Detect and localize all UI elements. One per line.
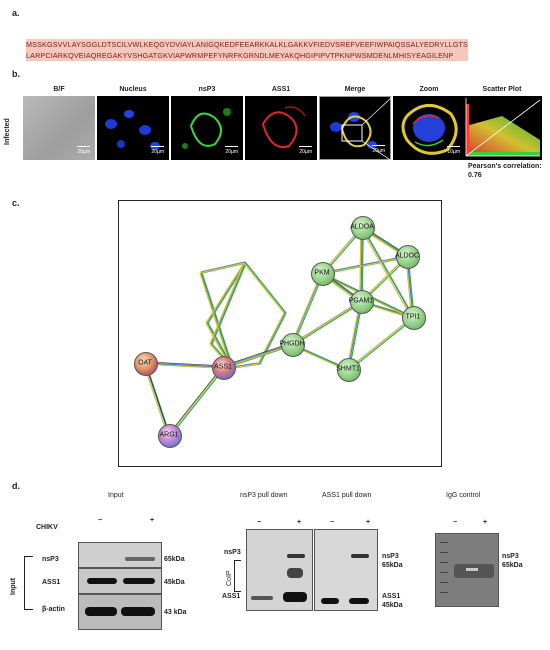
scale-bar-merge: 20µm: [372, 145, 385, 154]
image-merge: 20µm: [319, 96, 392, 161]
image-nucleus: 20µm: [97, 96, 169, 160]
lane-minus-nsp3pd: −: [257, 519, 262, 526]
title-nsp3-pulldown: nsP3 pull down: [240, 492, 288, 499]
ass1pd-label-65: 65kDa: [382, 562, 403, 569]
kda-43-input: 43 kDa: [164, 609, 187, 616]
sequence-line-1: MSSKGSVVLAYSGGLDTSCILVWLKEQGYDVIAYLANIGQ…: [26, 39, 468, 50]
igg-label-nsp3: nsP3: [502, 553, 519, 560]
title-igg-control: IgG control: [446, 492, 481, 499]
scale-bar-nucleus: 20µm: [151, 146, 164, 155]
coip-label-nsp3: nsP3: [224, 549, 241, 556]
coip-label-ass1: ASS1: [222, 593, 241, 600]
lane-plus-input: +: [150, 517, 155, 524]
kda-65-input: 65kDa: [164, 556, 185, 563]
node-tpi1[interactable]: [402, 306, 426, 330]
blot-input-bactin: [78, 594, 162, 630]
blot-ass1-pulldown: [314, 529, 378, 611]
input-bracket: [24, 556, 33, 610]
node-label-tpi1: TPI1: [405, 313, 421, 321]
coip-bracket: [234, 560, 241, 592]
row-label-ass1: ASS1: [42, 579, 61, 586]
blot-nsp3-pulldown: [246, 529, 313, 611]
blot-igg-control: [435, 533, 499, 607]
node-phgdh[interactable]: [281, 333, 305, 357]
node-aldoa[interactable]: [351, 216, 375, 240]
igg-label-65: 65kDa: [502, 562, 523, 569]
col-head-zoom: Zoom: [419, 86, 439, 93]
blot-input-nsp3: [78, 542, 162, 568]
node-label-pgam1: PGAM1: [348, 297, 374, 305]
side-label-input: Input: [10, 577, 17, 595]
node-label-shmt1: SHMT1: [336, 365, 360, 373]
panel-label-a: a.: [12, 8, 20, 18]
scale-bar-bf: 20µm: [77, 146, 90, 155]
image-zoom: 10µm: [393, 96, 465, 160]
node-label-ass1: ASS1: [214, 363, 232, 371]
node-label-arg1: ARG1: [159, 431, 179, 439]
panel-label-c: c.: [12, 198, 20, 208]
ass1pd-label-45: 45kDa: [382, 602, 403, 609]
scale-bar-ass1: 20µm: [299, 146, 312, 155]
pearson-correlation: Pearson's correlation: 0.76: [468, 163, 542, 179]
col-head-merge: Merge: [344, 86, 366, 93]
lane-minus-ass1pd: −: [330, 519, 335, 526]
node-shmt1[interactable]: [337, 358, 361, 382]
image-nsp3: 20µm: [171, 96, 243, 160]
title-ass1-pulldown: ASS1 pull down: [322, 492, 372, 499]
scale-bar-zoom: 10µm: [447, 146, 460, 155]
protein-sequence: MSSKGSVVLAYSGGLDTSCILVWLKEQGYDVIAYLANIGQ…: [26, 39, 468, 61]
kda-45-input: 45kDa: [164, 579, 185, 586]
node-pkm[interactable]: [311, 262, 335, 286]
sequence-line-2: LARPCIARKQVEIAQREGAKYVSHGATGKVIAPWRMPEFY…: [26, 50, 468, 61]
node-pgam1[interactable]: [350, 290, 374, 314]
node-ass1[interactable]: [212, 356, 236, 380]
lane-plus-igg: +: [483, 519, 488, 526]
col-head-nsp3: nsP3: [198, 86, 216, 93]
node-label-pkm: PKM: [314, 269, 330, 277]
node-oat[interactable]: [134, 352, 158, 376]
node-arg1[interactable]: [158, 424, 182, 448]
title-input: Input: [108, 492, 124, 499]
label-chikv: CHIKV: [36, 524, 58, 531]
scale-bar-nsp3: 20µm: [225, 146, 238, 155]
interaction-network: ALDOA ALDOC PKM PGAM1 TPI1 PHGDH SHMT1 O…: [118, 200, 442, 467]
lane-plus-ass1pd: +: [366, 519, 371, 526]
blot-input-ass1: [78, 568, 162, 594]
row-label-infected: Infected: [4, 118, 11, 145]
network-edges: [199, 261, 287, 369]
node-label-aldoa: ALDOA: [350, 223, 374, 231]
image-brightfield: 20µm: [23, 96, 95, 160]
lane-minus-input: −: [98, 517, 103, 524]
row-label-nsp3: nsP3: [42, 556, 59, 563]
col-head-bf: B/F: [53, 86, 65, 93]
panel-label-d: d.: [12, 481, 20, 491]
image-scatter-plot: [462, 96, 542, 160]
row-label-bactin: β-actin: [42, 606, 65, 613]
ass1pd-label-ass1: ASS1: [382, 593, 401, 600]
col-head-scatter: Scatter Plot: [482, 86, 522, 93]
lane-plus-nsp3pd: +: [297, 519, 302, 526]
node-aldoc[interactable]: [396, 245, 420, 269]
node-label-phgdh: PHGDH: [279, 340, 305, 348]
col-head-nucleus: Nucleus: [119, 86, 147, 93]
node-label-aldoc: ALDOC: [394, 252, 420, 260]
node-label-oat: OAT: [138, 359, 152, 367]
col-head-ass1: ASS1: [271, 86, 291, 93]
ass1pd-label-nsp3: nsP3: [382, 553, 399, 560]
panel-label-b: b.: [12, 69, 20, 79]
lane-minus-igg: −: [453, 519, 458, 526]
coip-side-label: CoIP: [226, 570, 233, 586]
image-ass1: 20µm: [245, 96, 317, 160]
